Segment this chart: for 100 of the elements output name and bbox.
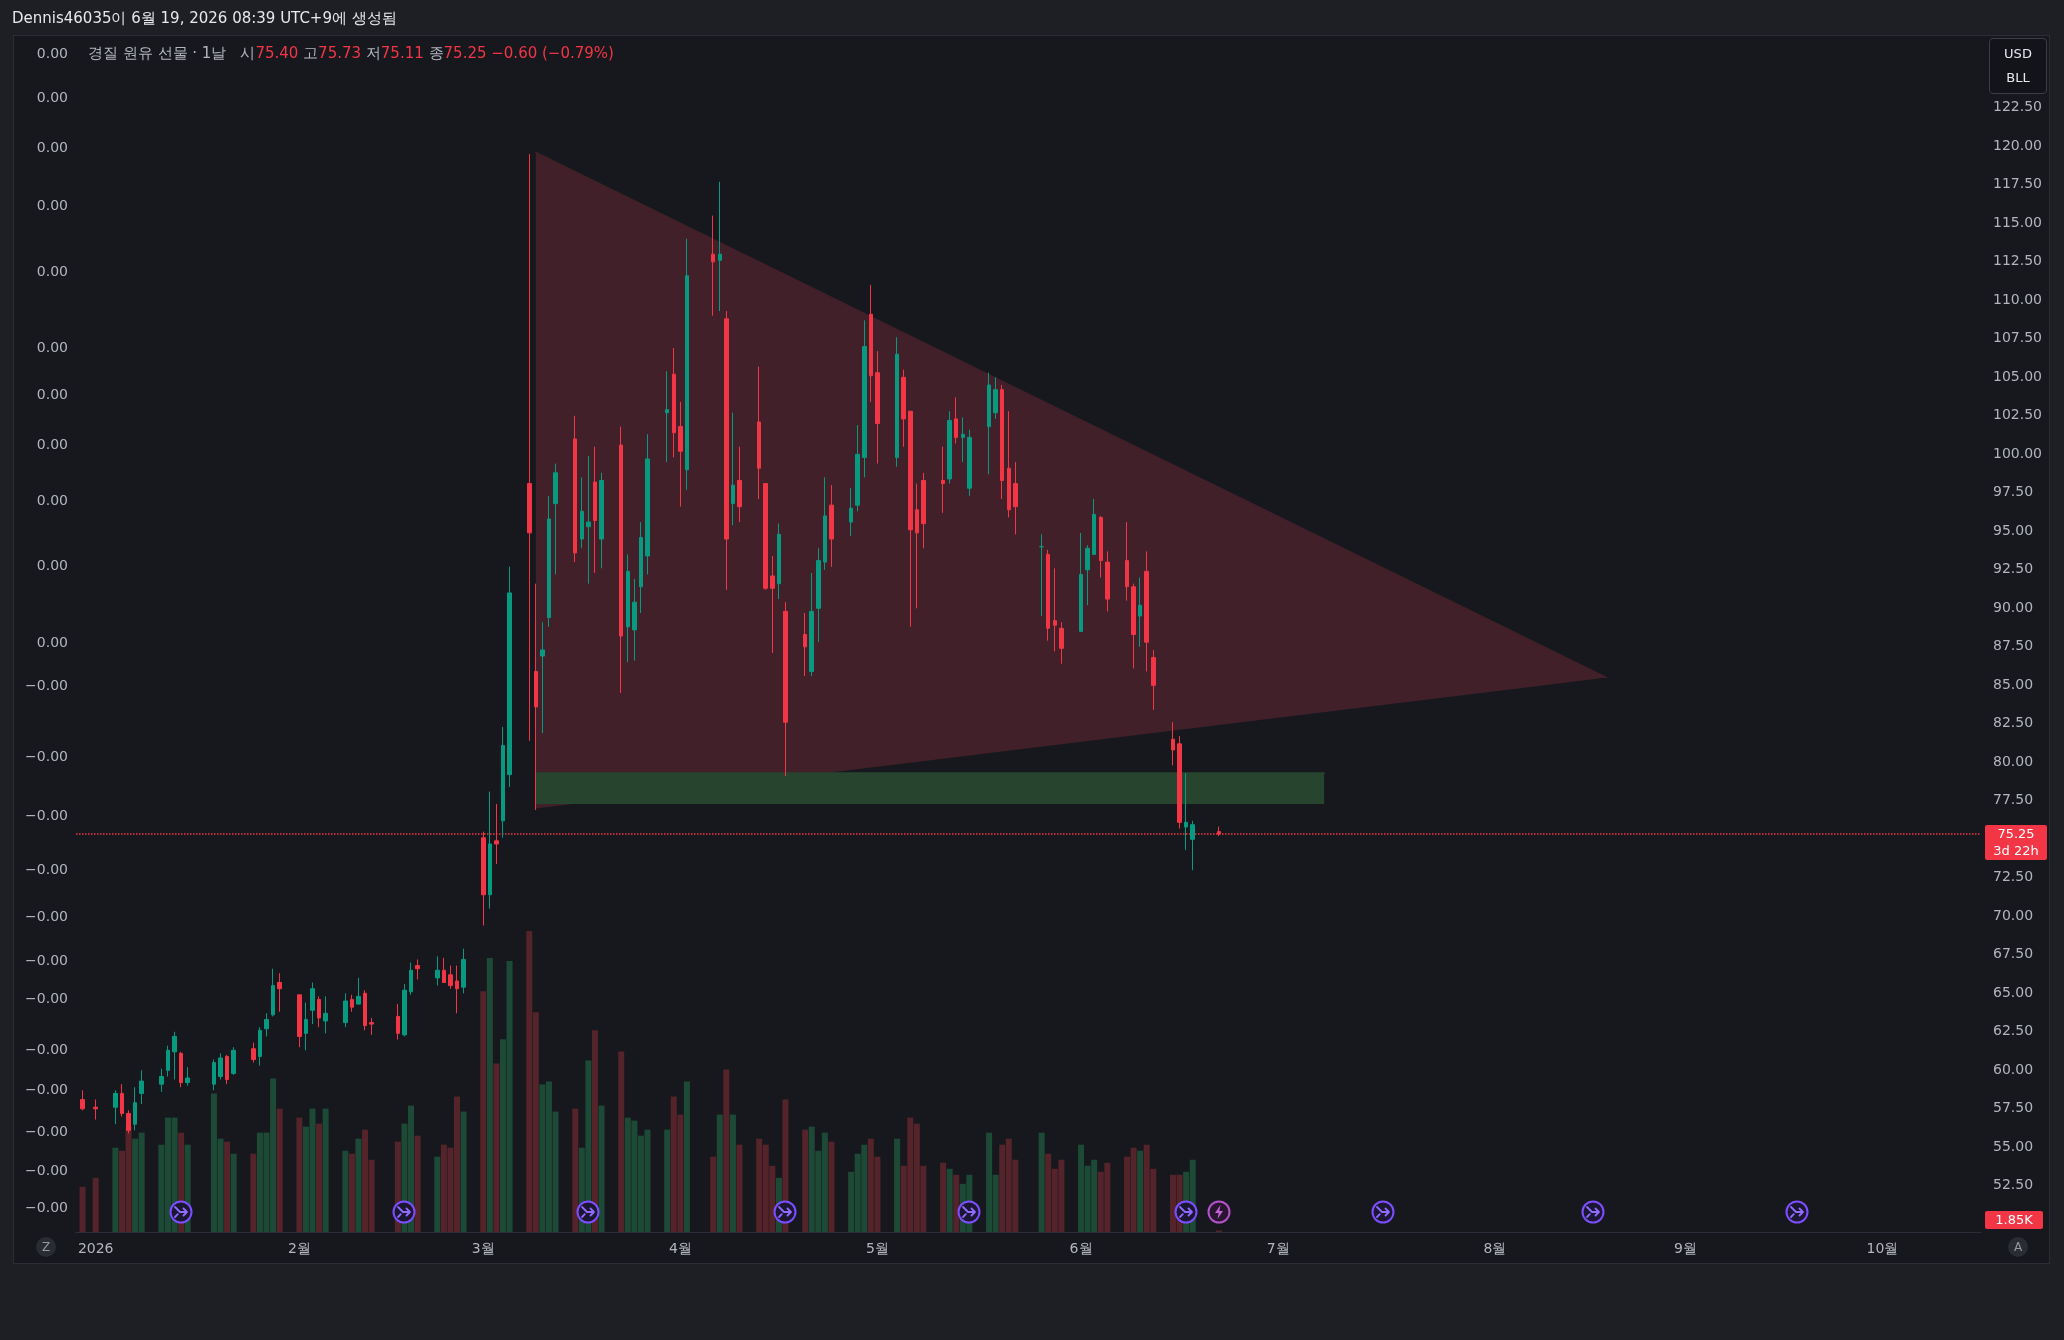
- candlestick: [343, 992, 348, 1028]
- y-tick-label: 55.00: [1993, 1137, 2034, 1154]
- candlestick: [1144, 550, 1149, 672]
- candlestick: [310, 982, 315, 1025]
- bar: [723, 1069, 730, 1232]
- candlestick: [770, 555, 775, 654]
- bar: [486, 958, 493, 1232]
- y-tick-label: 97.50: [1993, 483, 2034, 500]
- candlestick: [724, 310, 729, 591]
- bar: [322, 1108, 329, 1232]
- candlestick: [665, 370, 669, 463]
- text: 3d 22h: [1992, 841, 2040, 859]
- candlestick: [271, 968, 275, 1017]
- candlestick: [678, 401, 683, 508]
- candlestick: [1000, 384, 1004, 500]
- text: −0.00: [25, 806, 68, 824]
- bar: [953, 1174, 960, 1232]
- candlestick: [1007, 410, 1011, 518]
- candlestick: [619, 426, 623, 694]
- candlestick: [599, 472, 604, 569]
- candlestick: [809, 572, 814, 677]
- candlestick: [396, 1003, 400, 1041]
- y-tick-label: 100.00: [1993, 444, 2042, 461]
- candlestick: [1039, 533, 1044, 617]
- candlestick: [941, 446, 945, 514]
- y-tick-label: 77.50: [1993, 791, 2034, 808]
- candlestick: [225, 1054, 229, 1085]
- candlestick: [363, 989, 367, 1031]
- candlestick: [855, 424, 860, 512]
- y-tick-label: 115.00: [1993, 213, 2042, 230]
- candlestick: [527, 153, 532, 742]
- candlestick: [159, 1068, 164, 1093]
- candlestick: [1151, 649, 1156, 711]
- bar: [1038, 1132, 1045, 1232]
- candlestick: [1085, 544, 1090, 606]
- candlestick: [875, 350, 880, 465]
- candlestick: [803, 612, 807, 677]
- candlestick: [80, 1089, 85, 1111]
- bar: [736, 1144, 743, 1232]
- candlestick: [862, 319, 867, 478]
- y-tick-label: 102.50: [1993, 406, 2042, 423]
- candlestick: [1125, 521, 1129, 602]
- candlestick: [488, 791, 492, 910]
- candlestick: [961, 416, 965, 463]
- candlestick: [993, 376, 998, 420]
- bar: [683, 1081, 690, 1232]
- candlestick: [133, 1086, 137, 1131]
- x-tick-label: 10월: [1866, 1240, 1899, 1256]
- bar: [480, 991, 487, 1232]
- bar: [664, 1129, 671, 1232]
- bar: [460, 1111, 467, 1232]
- candlestick: [258, 1026, 262, 1067]
- candlestick: [1059, 621, 1064, 665]
- candlestick: [1099, 515, 1103, 579]
- text: 0.00: [36, 633, 68, 651]
- text: −0.00: [25, 747, 68, 765]
- text: 0.00: [36, 338, 68, 356]
- y-tick-label: 110.00: [1993, 290, 2042, 307]
- candlestick: [645, 433, 650, 575]
- candlestick: [231, 1046, 236, 1076]
- candlestick: [547, 495, 551, 628]
- candlestick: [415, 958, 420, 980]
- candlestick: [586, 455, 591, 585]
- bar: [710, 1156, 717, 1232]
- bar: [112, 1147, 119, 1232]
- text: −0.00: [25, 1161, 68, 1179]
- bar: [230, 1153, 237, 1232]
- candlestick: [1053, 567, 1057, 652]
- candlestick: [737, 446, 742, 523]
- text: −0.00: [25, 860, 68, 878]
- candlestick: [1079, 532, 1083, 632]
- candlestick: [632, 578, 637, 662]
- bar: [828, 1141, 835, 1232]
- bar: [224, 1141, 231, 1232]
- candlestick: [317, 995, 321, 1028]
- candlestick: [507, 566, 512, 788]
- y-tick-label: 67.50: [1993, 945, 2034, 962]
- text: 0.00: [36, 196, 68, 214]
- candlestick: [1184, 772, 1188, 851]
- bar: [493, 1063, 500, 1232]
- candlestick: [921, 472, 926, 549]
- y-tick-label: 105.00: [1993, 367, 2042, 384]
- candlestick: [967, 429, 972, 497]
- bar: [598, 1105, 605, 1232]
- bar: [591, 1030, 598, 1232]
- text: 0.00: [36, 435, 68, 453]
- text: 0.00: [36, 491, 68, 509]
- y-tick-label: 80.00: [1993, 752, 2034, 769]
- candlestick: [120, 1083, 124, 1117]
- candlestick: [573, 415, 577, 563]
- candlestick: [580, 476, 584, 549]
- text: 시75.40 고75.73 저75.11 종75.25 −0.60 (−0.79%): [240, 43, 614, 63]
- text: Dennis46035이 6월 19, 2026 08:39 UTC+9에 생성됨: [12, 8, 397, 28]
- y-tick-label: 107.50: [1993, 329, 2042, 346]
- bar: [316, 1123, 323, 1232]
- candlestick: [829, 484, 834, 568]
- bar: [618, 1051, 625, 1232]
- y-tick-label: 82.50: [1993, 714, 2034, 731]
- candlestick: [777, 523, 781, 600]
- candlestick: [1177, 735, 1182, 830]
